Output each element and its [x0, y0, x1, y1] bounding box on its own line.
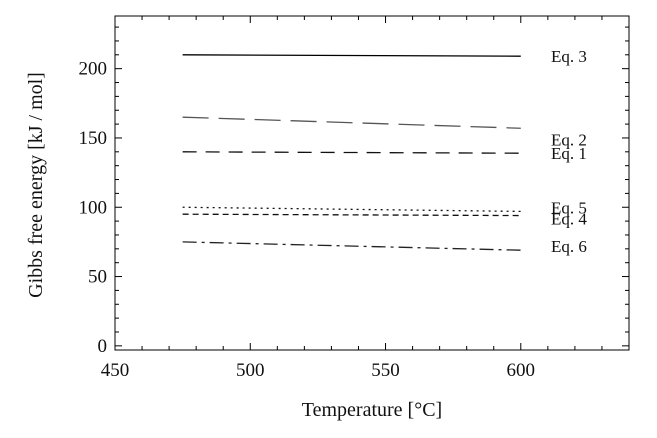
y-tick-label: 50: [88, 267, 107, 288]
series-label: Eq. 6: [551, 237, 587, 256]
y-axis-title: Gibbs free energy [kJ / mol]: [25, 72, 47, 298]
series-line-eq: [182, 116, 521, 129]
series-line-eq: [182, 213, 521, 217]
series-label: Eq. 2: [551, 130, 587, 149]
series-label: Eq. 1: [551, 144, 587, 163]
series-line-eq: [182, 206, 521, 213]
series-label: Eq. 5: [551, 198, 587, 217]
x-tick-label: 550: [371, 360, 400, 381]
plot-frame: [114, 15, 630, 351]
y-tick-label: 0: [98, 336, 108, 357]
series-label: Eq. 3: [551, 47, 587, 66]
y-tick-label: 200: [79, 59, 108, 80]
series-line-eq: [182, 151, 521, 154]
y-tick-label: 150: [79, 128, 108, 149]
series-lines: [182, 54, 521, 251]
series-label: Eq. 4: [551, 209, 587, 228]
series-line-eq: [182, 241, 521, 251]
x-tick-label: 450: [101, 360, 130, 381]
x-tick-label: 600: [507, 360, 536, 381]
x-axis-title: Temperature [°C]: [302, 399, 442, 421]
axis-ticks: 450 500 550 600 0 50 100 150 200: [79, 16, 630, 381]
series-labels: Eq. 3 Eq. 2Eq. 1 Eq. 5Eq. 4 Eq. 6: [551, 47, 587, 256]
series-line-eq: [182, 54, 521, 57]
y-tick-label: 100: [79, 197, 108, 218]
x-tick-label: 500: [236, 360, 265, 381]
